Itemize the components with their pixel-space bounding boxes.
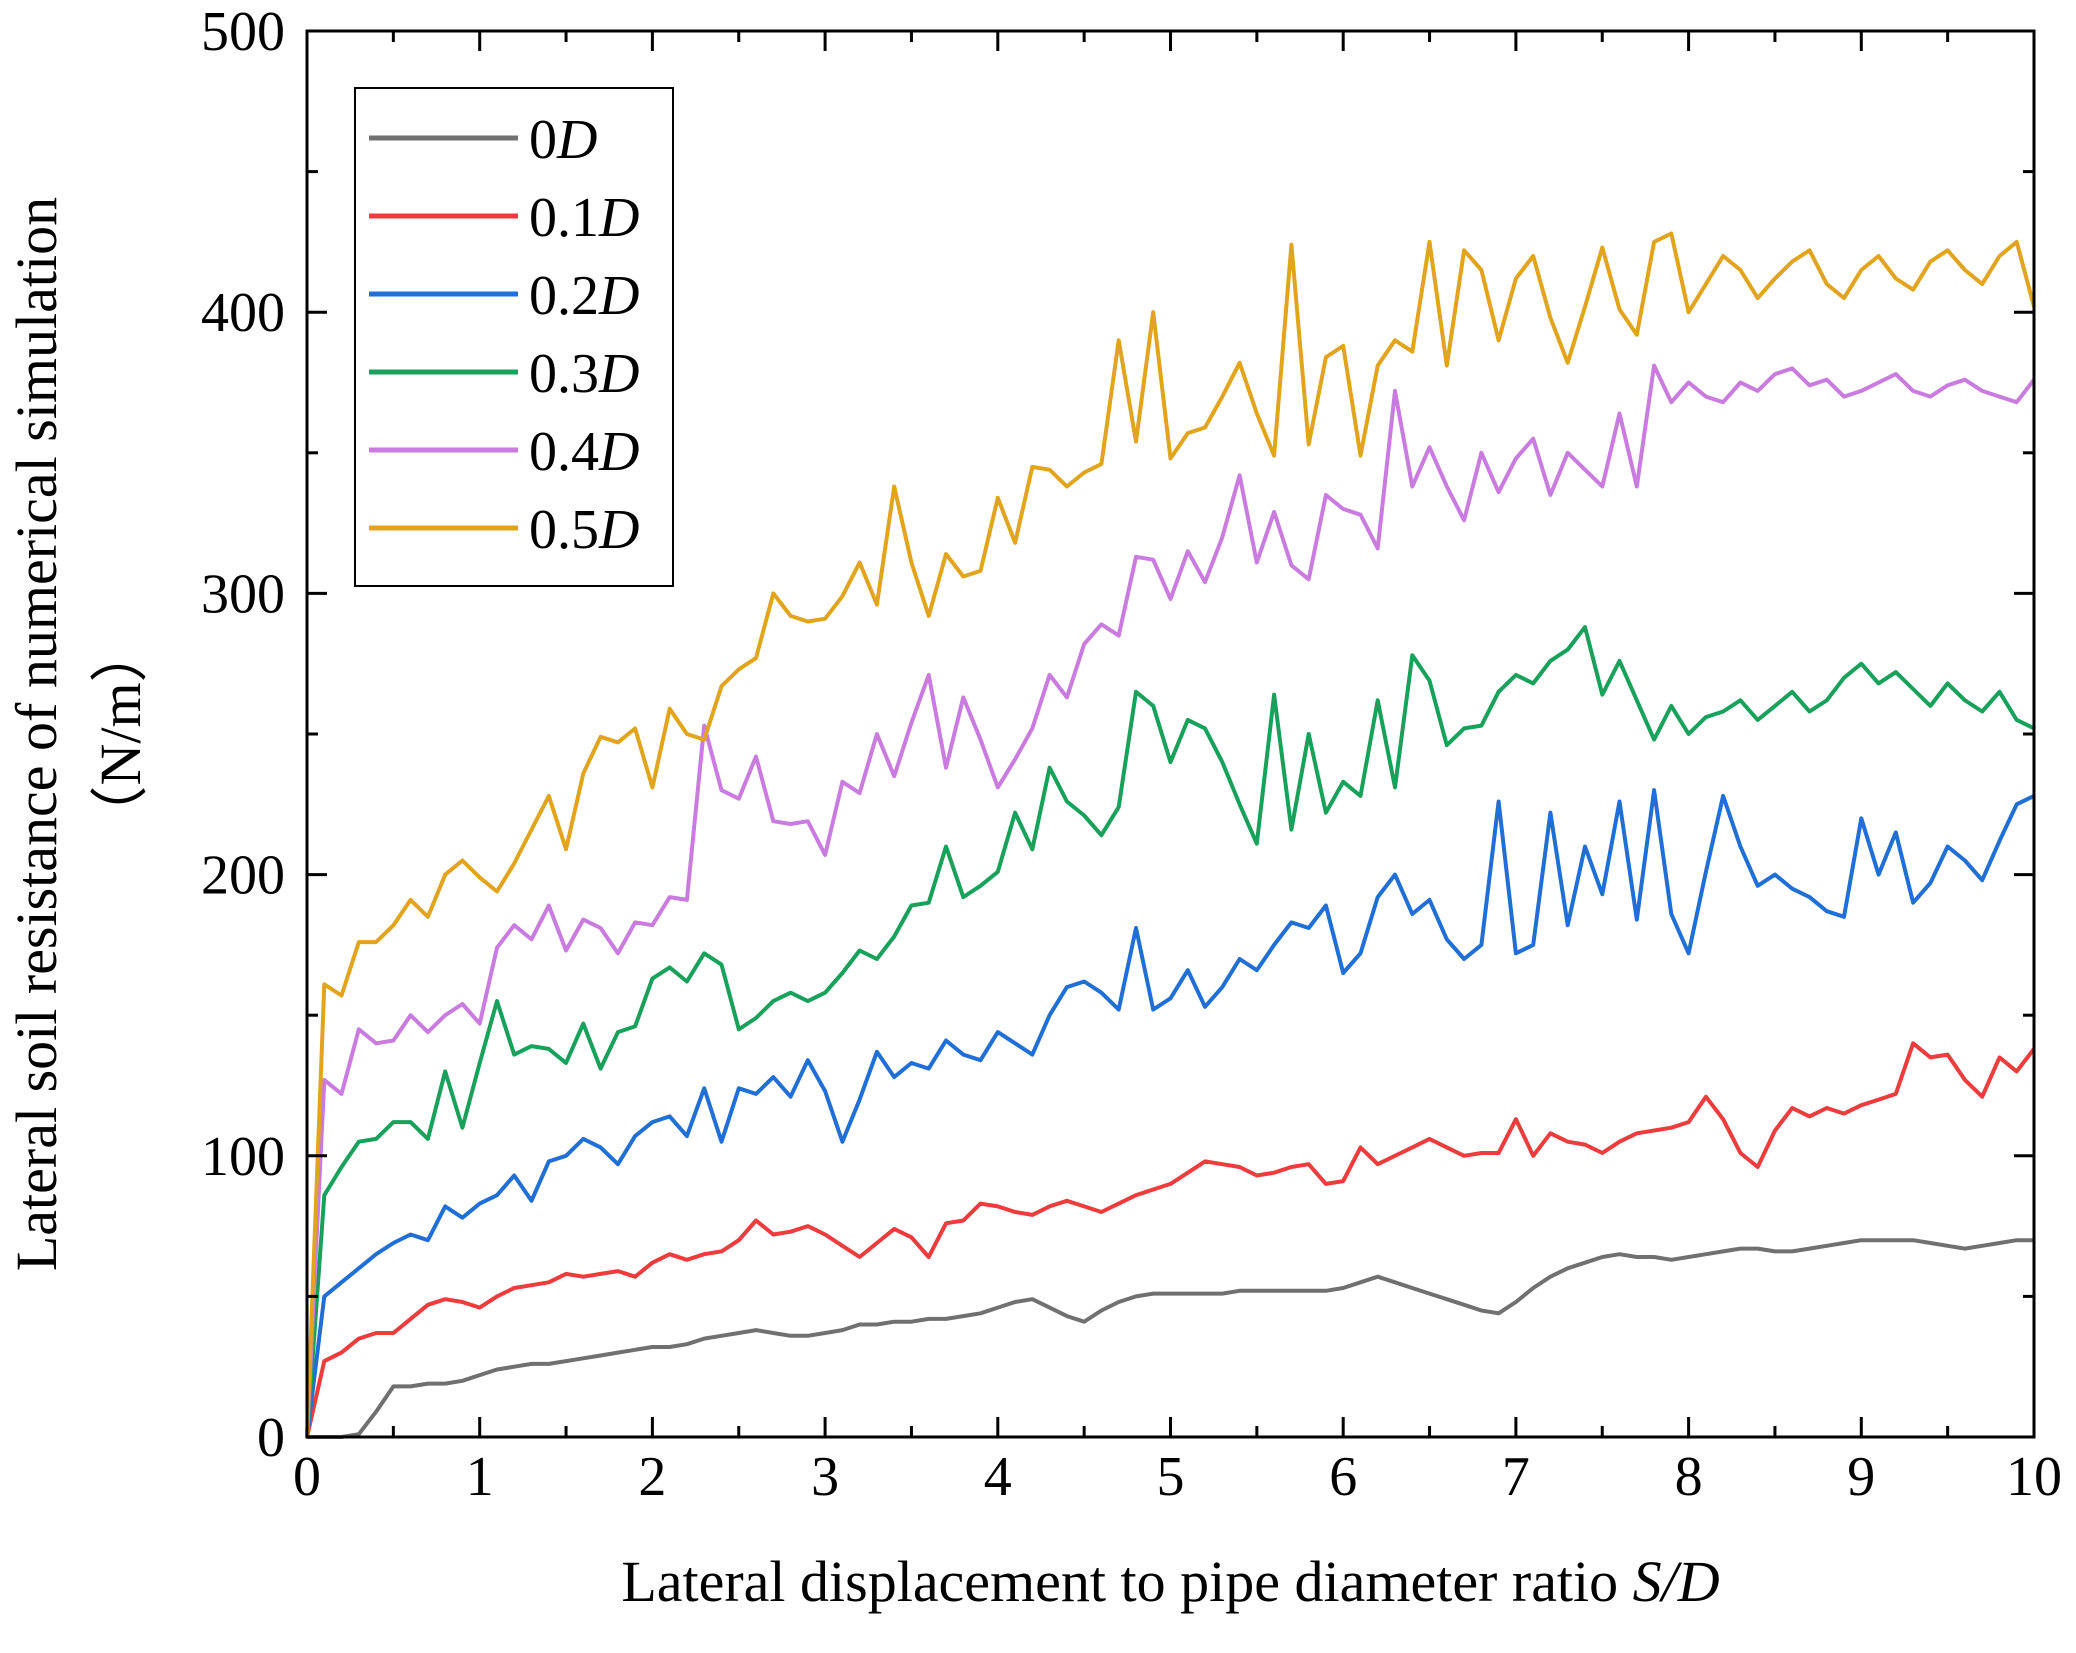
legend: 0D 0.1D 0.2D 0.3D 0.4D 0.5D — [354, 87, 674, 587]
legend-label: 0D — [529, 109, 597, 171]
series-line-4 — [305, 363, 2036, 1438]
series-line-2 — [305, 788, 2035, 1438]
legend-label: 0.2D — [529, 265, 639, 327]
series-line-3 — [305, 625, 2035, 1438]
x-tick-label: 10 — [2006, 1446, 2062, 1508]
y-axis-unit: （N/m） — [88, 624, 153, 843]
x-tick-label: 7 — [1502, 1446, 1530, 1508]
x-axis-title: Lateral displacement to pipe diameter ra… — [621, 1549, 1719, 1614]
y-tick-label: 500 — [201, 1, 285, 63]
x-tick-label: 8 — [1675, 1446, 1703, 1508]
legend-label: 0.4D — [529, 421, 639, 483]
y-tick-label: 100 — [201, 1126, 285, 1188]
legend-label: 0.5D — [529, 499, 639, 561]
x-tick-label: 5 — [1157, 1446, 1185, 1508]
x-tick-label: 4 — [984, 1446, 1012, 1508]
series-line-1 — [305, 1041, 2036, 1438]
legend-box — [354, 87, 674, 587]
y-tick-label: 400 — [201, 282, 285, 344]
series-line-5 — [305, 231, 2036, 1438]
series-layer — [305, 231, 2036, 1439]
x-tick-label: 3 — [811, 1446, 839, 1508]
x-tick-label: 6 — [1329, 1446, 1357, 1508]
x-tick-label: 1 — [466, 1446, 494, 1508]
legend-label: 0.3D — [529, 343, 639, 405]
y-tick-label: 300 — [201, 563, 285, 625]
y-tick-label: 200 — [201, 845, 285, 907]
y-tick-label: 0 — [257, 1407, 285, 1469]
series-line-0 — [307, 1238, 2034, 1439]
legend-label: 0.1D — [529, 187, 639, 249]
x-tick-label: 0 — [293, 1446, 321, 1508]
x-tick-label: 9 — [1847, 1446, 1875, 1508]
x-tick-label: 2 — [638, 1446, 666, 1508]
y-axis-title: Lateral soil resistance of numerical sim… — [4, 197, 69, 1271]
